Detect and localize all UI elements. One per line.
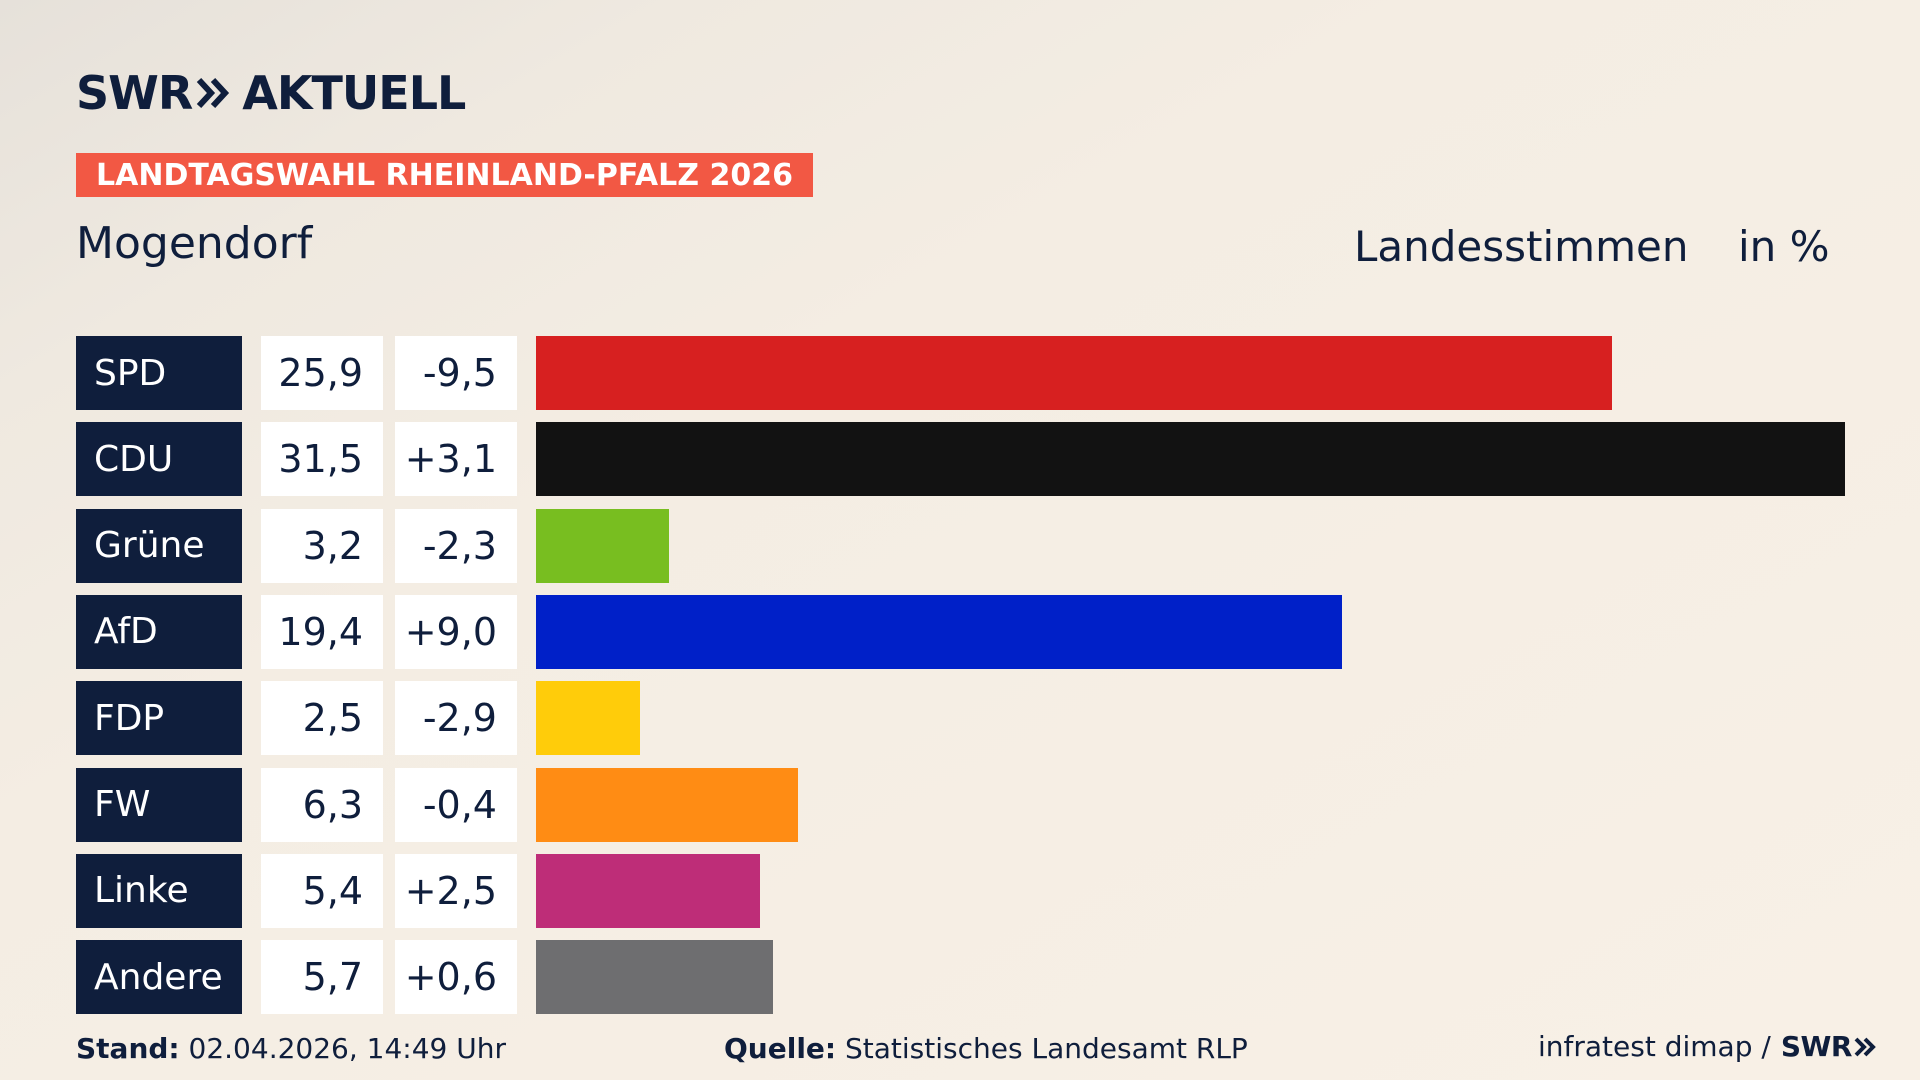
vote-share-label: 5,4 — [261, 853, 383, 928]
vote-share-bar — [536, 767, 798, 842]
vote-share-label: 3,2 — [261, 508, 383, 583]
stand-label: Stand: — [76, 1032, 180, 1065]
change-label: +3,1 — [395, 422, 517, 497]
party-label: FW — [76, 767, 242, 842]
party-label: SPD — [76, 336, 242, 410]
vote-share-label: 5,7 — [261, 940, 383, 1015]
footer-credit: infratest dimap / SWR — [1538, 1030, 1876, 1063]
party-label: AfD — [76, 594, 242, 669]
change-label: -2,3 — [395, 508, 517, 583]
source-label: Quelle: — [724, 1032, 837, 1065]
small-double-chevron-icon — [1854, 1037, 1876, 1056]
election-tag: LANDTAGSWAHL RHEINLAND-PFALZ 2026 — [76, 153, 813, 197]
swr-aktuell-logo: SWR AKTUELL — [76, 66, 466, 120]
change-label: -9,5 — [395, 336, 517, 410]
change-label: -0,4 — [395, 767, 517, 842]
change-label: -2,9 — [395, 681, 517, 756]
source-value: Statistisches Landesamt RLP — [845, 1032, 1248, 1065]
unit-label: in % — [1738, 222, 1830, 271]
party-label: Linke — [76, 853, 242, 928]
logo-swr-text: SWR — [76, 66, 193, 120]
change-label: +0,6 — [395, 940, 517, 1015]
vote-share-bar — [536, 681, 640, 756]
vote-share-label: 2,5 — [261, 681, 383, 756]
vote-share-bar — [536, 422, 1845, 497]
party-label: Andere — [76, 940, 242, 1015]
vote-share-label: 31,5 — [261, 422, 383, 497]
party-label: CDU — [76, 422, 242, 497]
vote-share-label: 6,3 — [261, 767, 383, 842]
vote-type-label: Landesstimmen — [1354, 222, 1689, 271]
vote-share-bar — [536, 940, 773, 1015]
vote-share-bar — [536, 336, 1613, 410]
footer-stand: Stand: 02.04.2026, 14:49 Uhr — [76, 1032, 506, 1065]
vote-share-bar — [536, 853, 761, 928]
change-label: +2,5 — [395, 853, 517, 928]
footer-source: Quelle: Statistisches Landesamt RLP — [724, 1032, 1248, 1065]
vote-share-label: 19,4 — [261, 594, 383, 669]
party-label: FDP — [76, 681, 242, 756]
location-title: Mogendorf — [76, 218, 313, 269]
party-label: Grüne — [76, 508, 242, 583]
small-swr-logo: SWR — [1780, 1030, 1853, 1063]
change-label: +9,0 — [395, 594, 517, 669]
vote-share-bar — [536, 594, 1343, 669]
double-chevron-icon — [197, 77, 230, 109]
vote-share-bar — [536, 508, 669, 583]
vote-share-label: 25,9 — [261, 336, 383, 410]
stand-value: 02.04.2026, 14:49 Uhr — [188, 1032, 506, 1065]
logo-aktuell-text: AKTUELL — [242, 66, 466, 120]
credit-text: infratest dimap / — [1538, 1030, 1771, 1063]
